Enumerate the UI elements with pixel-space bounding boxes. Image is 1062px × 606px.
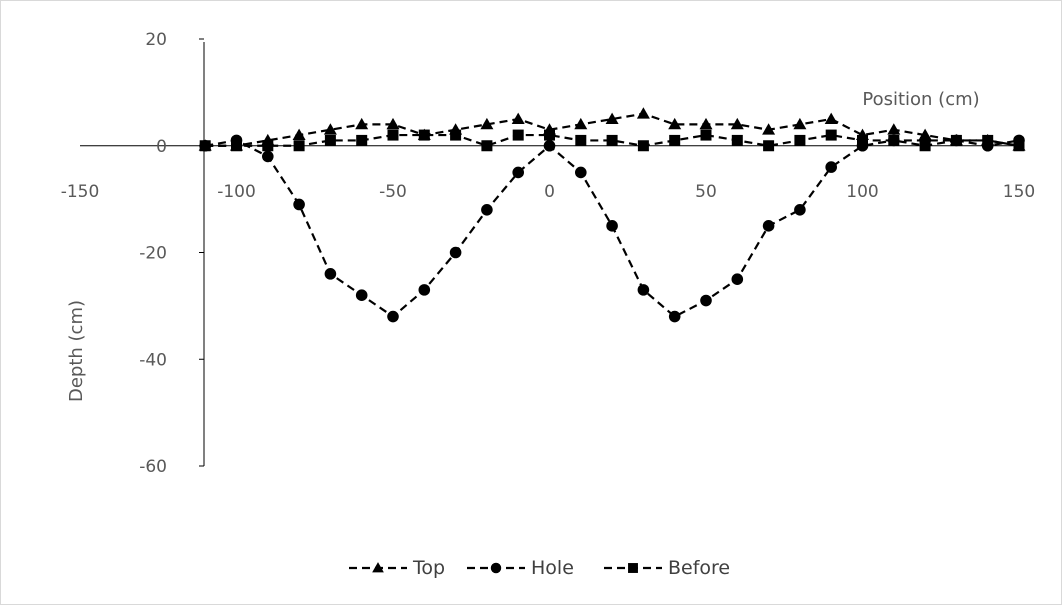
data-point-top-15 [668, 117, 682, 130]
series-hole [199, 134, 1025, 323]
data-point-hole-3 [293, 198, 305, 211]
data-point-hole-16 [700, 294, 712, 307]
data-point-hole-20 [825, 161, 837, 173]
y-axis-title: Depth (cm) [66, 300, 87, 402]
data-point-before-18 [763, 140, 775, 152]
data-point-hole-10 [512, 166, 524, 179]
x-tick-label: 0 [544, 182, 555, 202]
data-point-before-4 [324, 134, 336, 146]
data-point-before-25 [982, 134, 994, 146]
data-point-before-15 [669, 134, 681, 146]
data-point-top-16 [699, 117, 713, 130]
data-point-top-12 [574, 117, 588, 130]
data-point-hole-5 [355, 289, 368, 302]
x-axis-title: Position (cm) [862, 89, 979, 110]
data-point-top-17 [730, 117, 744, 130]
y-tick-label: -20 [139, 244, 167, 264]
series-line-before [205, 133, 1020, 147]
data-point-before-11 [544, 129, 555, 141]
data-point-top-20 [824, 112, 838, 124]
data-point-before-3 [293, 140, 305, 152]
data-point-before-9 [481, 140, 493, 152]
legend-swatch-marker [490, 562, 502, 574]
data-point-before-24 [950, 134, 962, 146]
data-point-before-2 [262, 140, 274, 152]
legend-item-top: Top [349, 557, 445, 579]
series-before [199, 129, 1025, 152]
x-tick-label: -100 [217, 182, 256, 202]
legend: Top Hole Before [349, 557, 730, 579]
data-point-before-23 [919, 140, 931, 152]
legend-item-before: Before [604, 557, 730, 579]
x-tick-label: 50 [695, 182, 717, 202]
data-point-before-22 [888, 134, 900, 146]
data-point-before-1 [231, 140, 242, 152]
legend-label-before: Before [668, 557, 730, 579]
data-point-hole-7 [418, 284, 431, 296]
y-tick-label: -60 [139, 457, 167, 477]
data-point-top-6 [386, 117, 400, 130]
x-tick-label: 150 [1003, 182, 1035, 202]
data-point-hole-8 [449, 246, 462, 259]
x-tick-label: -150 [61, 182, 100, 202]
data-point-hole-18 [762, 220, 775, 232]
data-point-hole-15 [668, 310, 681, 323]
legend-label-top: Top [412, 557, 445, 579]
data-point-top-18 [762, 123, 776, 135]
data-point-hole-17 [731, 273, 744, 285]
data-point-top-13 [605, 112, 619, 124]
data-point-before-20 [825, 129, 837, 141]
data-point-before-17 [731, 134, 743, 146]
data-point-before-8 [450, 129, 462, 141]
x-tick-label: -50 [379, 182, 407, 202]
axes: 20 0 -20 -40 -60 -150 -100 -50 0 50 100 150 [61, 30, 1036, 477]
data-point-top-19 [793, 117, 807, 130]
series-layer [198, 107, 1026, 323]
data-point-top-14 [636, 107, 650, 119]
data-point-before-7 [418, 129, 430, 141]
legend-swatch-marker [628, 563, 638, 573]
data-point-hole-12 [575, 166, 587, 179]
data-point-hole-13 [606, 220, 618, 232]
data-point-top-9 [480, 117, 494, 130]
data-point-before-6 [387, 129, 399, 141]
data-point-hole-4 [324, 268, 337, 280]
y-tick-label: 20 [145, 30, 167, 50]
data-point-hole-19 [794, 204, 806, 216]
x-tick-label: 100 [846, 182, 878, 202]
y-tick-label: -40 [139, 350, 167, 370]
data-point-hole-2 [262, 150, 274, 163]
data-point-hole-14 [637, 284, 650, 296]
legend-item-hole: Hole [467, 557, 574, 579]
data-point-top-3 [292, 128, 306, 140]
data-point-top-5 [355, 117, 369, 130]
data-point-top-22 [887, 123, 901, 135]
data-point-before-26 [1013, 140, 1025, 152]
data-point-before-13 [606, 134, 618, 146]
data-point-before-12 [575, 134, 587, 146]
legend-swatch-marker [372, 562, 384, 573]
data-point-before-0 [199, 140, 211, 152]
data-point-hole-9 [481, 204, 493, 216]
data-point-top-10 [511, 112, 525, 124]
data-point-before-16 [700, 129, 712, 141]
data-point-before-21 [857, 134, 868, 146]
data-point-before-19 [794, 134, 806, 146]
y-tick-label: 0 [156, 137, 167, 157]
data-point-hole-11 [543, 139, 556, 152]
series-line-top [205, 112, 1020, 147]
legend-label-hole: Hole [531, 557, 574, 579]
data-point-top-4 [323, 123, 337, 135]
data-point-before-5 [356, 134, 368, 146]
data-point-before-14 [637, 140, 649, 152]
data-point-before-10 [512, 129, 524, 141]
data-point-hole-6 [387, 310, 399, 323]
